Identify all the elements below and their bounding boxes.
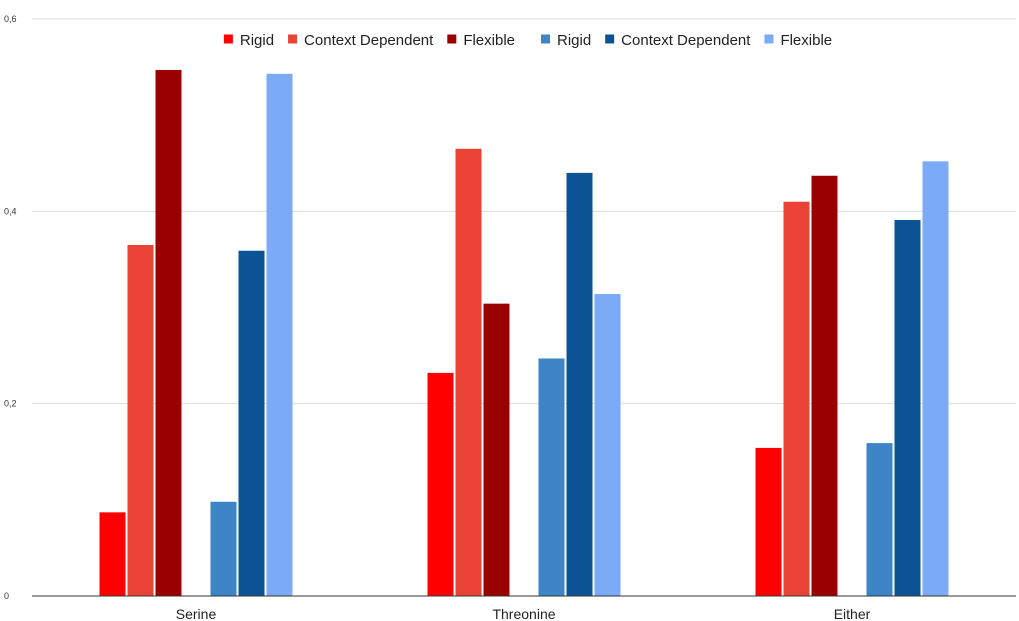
bar-either-series-2 <box>783 201 810 596</box>
y-tick-label: 0,4 <box>4 206 17 216</box>
bar-either-series-1 <box>755 447 782 596</box>
legend-item: Context Dependent <box>605 32 751 49</box>
bar-serine-series-4 <box>210 501 237 596</box>
bar-either-series-3 <box>811 175 838 597</box>
y-axis-ticks: 0 0,2 0,4 0,6 <box>4 14 17 601</box>
legend-item: Rigid <box>223 32 274 49</box>
bars <box>99 69 949 597</box>
legend-item: Context Dependent <box>288 32 434 49</box>
x-category-label: Either <box>834 606 871 621</box>
x-category-label: Serine <box>176 606 217 621</box>
legend-item: Rigid <box>541 32 591 49</box>
legend-label: Rigid <box>240 32 274 49</box>
bar-threonine-series-6 <box>594 294 621 596</box>
bar-threonine-series-2 <box>455 148 482 596</box>
legend-swatch <box>223 34 233 44</box>
legend-label: Context Dependent <box>304 32 434 49</box>
bar-either-series-4 <box>866 443 893 596</box>
bar-serine-series-3 <box>155 69 182 597</box>
bar-serine-series-1 <box>99 512 126 596</box>
x-category-label: Threonine <box>492 606 555 621</box>
legend-swatch <box>447 34 457 44</box>
y-tick-label: 0,6 <box>4 14 17 24</box>
bar-threonine-series-3 <box>483 303 510 596</box>
bar-either-series-5 <box>894 219 921 596</box>
bar-serine-series-5 <box>238 250 265 597</box>
bar-serine-series-6 <box>266 73 293 596</box>
legend-label: Rigid <box>557 32 591 49</box>
legend: Rigid Context Dependent Flexible Rigid Conte… <box>223 32 832 49</box>
gridlines <box>32 18 1016 405</box>
legend-label: Context Dependent <box>621 32 751 49</box>
legend-label: Flexible <box>463 32 515 49</box>
bar-threonine-series-5 <box>566 172 593 596</box>
y-tick-label: 0,2 <box>4 399 17 409</box>
legend-item: Flexible <box>764 32 832 49</box>
legend-item: Flexible <box>447 32 515 49</box>
x-axis-categories: Serine Threonine Either <box>176 606 871 621</box>
legend-swatch <box>541 34 550 44</box>
y-tick-label: 0 <box>4 591 9 601</box>
bar-serine-series-2 <box>127 244 154 596</box>
legend-label: Flexible <box>780 32 832 49</box>
legend-swatch <box>605 34 615 44</box>
bar-threonine-series-4 <box>538 358 565 596</box>
bar-either-series-6 <box>922 161 949 596</box>
legend-swatch <box>764 34 774 44</box>
legend-swatch <box>288 34 298 44</box>
bar-threonine-series-1 <box>427 372 454 596</box>
